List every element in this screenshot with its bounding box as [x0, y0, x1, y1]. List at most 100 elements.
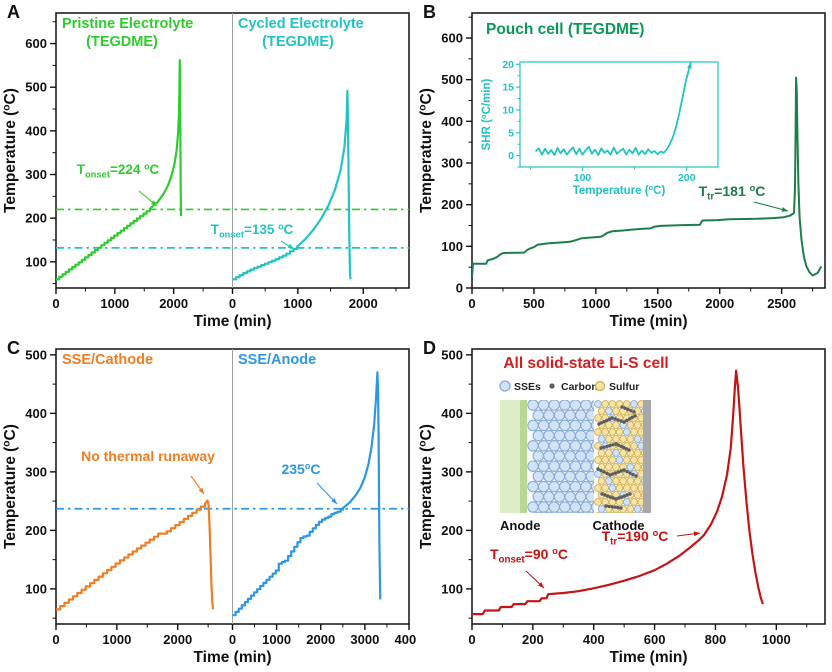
series-cycled-electrolyte-tegdme [232, 89, 352, 281]
x-tick-label: 2000 [306, 632, 335, 647]
legend-sulfur-icon [594, 380, 606, 392]
series-shr [534, 62, 692, 156]
y-tick-label: 400 [441, 406, 463, 421]
collector-layer [643, 400, 651, 513]
x-tick-label: 3000 [350, 632, 379, 647]
annotation-text: Ttr=181 oC [699, 183, 766, 203]
x-tick-label: 2000 [159, 296, 188, 311]
inset-x-tick-label: 100 [574, 172, 592, 184]
annotation-text: 235oC [281, 461, 320, 477]
plot-frame [471, 348, 826, 625]
subplot-title: SSE/Cathode [62, 352, 153, 368]
x-tick-label: 1000 [102, 632, 131, 647]
x-tick-label: 400 [583, 632, 605, 647]
y-tick-label: 300 [25, 464, 47, 479]
annotation-arrowhead [331, 498, 337, 504]
x-axis-label: Time (min) [609, 313, 687, 330]
y-tick-label: 200 [441, 523, 463, 538]
x-tick-label: 2000 [349, 296, 378, 311]
series-pouch-cell-tegdme [472, 76, 823, 278]
x-tick-label: 1000 [581, 296, 610, 311]
x-tick-label: 800 [705, 632, 727, 647]
x-tick-label: 2000 [163, 632, 192, 647]
y-tick-label: 300 [441, 464, 463, 479]
annotation-text: Tonset=224 oC [77, 161, 160, 179]
panel-d-chart: 100 200 300 400 500 Temperature (oC) Time (min… [418, 347, 826, 666]
panel-b: B 0 100 200 300 400 500 600 Temperature (oC) Tim… [416, 0, 832, 336]
y-axis-label: Temperature (oC) [2, 88, 19, 213]
subplot-title: Pouch cell (TEGDME) [486, 21, 644, 38]
x-axis-label: Time (min) [609, 649, 687, 666]
subplot-title: (TEGDME) [262, 34, 334, 50]
annotation-text: Tonset=90 oC [490, 546, 568, 566]
y-tick-label: 400 [25, 406, 47, 421]
panel-label-b: B [423, 2, 436, 22]
x-tick-label: 0 [229, 632, 236, 647]
panel-c-chart: 100 200 300 400 500 Temperature (oC) Time (min… [2, 347, 416, 666]
y-tick-label: 0 [456, 281, 463, 296]
x-tick-label: 500 [523, 296, 545, 311]
inset-frame [519, 61, 719, 168]
inset-x-axis-label: Temperature (oC) [573, 183, 666, 197]
annotation-arrowhead [150, 200, 157, 206]
x-tick-label: 1500 [643, 296, 672, 311]
y-tick-label: 300 [441, 156, 463, 171]
x-tick-label: 1000 [100, 296, 129, 311]
y-tick-label: 500 [441, 347, 463, 362]
x-axis-label: Time (min) [193, 313, 271, 330]
cathode-region [594, 400, 643, 513]
y-tick-label: 500 [25, 347, 47, 362]
anode-layer [500, 400, 520, 513]
panel-a-chart: 100 200 300 400 500 600 Temperature (oC) Time (… [2, 12, 410, 330]
inset-y-tick-label: 10 [502, 104, 514, 116]
y-tick-label: 200 [441, 197, 463, 212]
cell-schematic: SSEs Carbon Sulfur Anode Cathode [499, 380, 651, 533]
x-tick-label: 0 [52, 296, 59, 311]
annotation-arrowhead [287, 243, 294, 249]
annotation-arrowhead [693, 531, 700, 537]
panel-label-d: D [423, 338, 436, 358]
y-tick-label: 200 [25, 523, 47, 538]
y-tick-label: 600 [25, 36, 47, 51]
x-axis-label: Time (min) [193, 649, 271, 666]
x-tick-label: 600 [644, 632, 666, 647]
panel-label-a: A [7, 2, 20, 22]
annotation-arrowhead [198, 487, 204, 494]
annotation-text: No thermal runaway [81, 448, 215, 464]
annotation-text: Tonset=135 oC [211, 221, 294, 239]
series-sse-anode [232, 371, 382, 617]
y-tick-label: 100 [441, 239, 463, 254]
y-tick-label: 100 [25, 254, 47, 269]
y-tick-label: 400 [441, 114, 463, 129]
x-tick-label: 4000 [395, 632, 416, 647]
subplot-title: (TEGDME) [86, 34, 158, 50]
x-tick-label: 0 [468, 296, 475, 311]
x-tick-label: 1000 [262, 632, 291, 647]
inset-x-tick-label: 200 [678, 172, 696, 184]
y-tick-label: 600 [441, 31, 463, 46]
y-tick-label: 500 [25, 80, 47, 95]
series-all-solid-state-li-s-cell [472, 369, 764, 616]
annotation-arrowhead [538, 582, 544, 588]
x-tick-label: 0 [468, 632, 475, 647]
x-tick-label: 2000 [705, 296, 734, 311]
legend-carbon-icon [549, 383, 555, 389]
y-tick-label: 100 [25, 581, 47, 596]
y-axis-label: Temperature (oC) [418, 88, 435, 213]
x-tick-label: 0 [229, 296, 236, 311]
panel-d: D 100 200 300 400 500 Temperature (oC) Time (m… [416, 336, 832, 672]
inset-y-tick-label: 15 [502, 82, 514, 94]
legend-label: SSEs [514, 381, 541, 393]
legend-label: Carbon [561, 381, 598, 393]
legend-label: Sulfur [609, 381, 639, 393]
legend-sse-icon [499, 380, 511, 392]
panel-a: A 100 200 300 400 500 600 Temperature (oC) Time… [0, 0, 416, 336]
y-tick-label: 300 [25, 167, 47, 182]
subplot-title: Cycled Electrolyte [238, 16, 364, 32]
x-tick-label: 200 [522, 632, 544, 647]
subplot-title: SSE/Anode [238, 352, 316, 368]
annotation-text: Ttr=190 oC [602, 528, 669, 548]
series-sse-cathode [56, 499, 215, 611]
